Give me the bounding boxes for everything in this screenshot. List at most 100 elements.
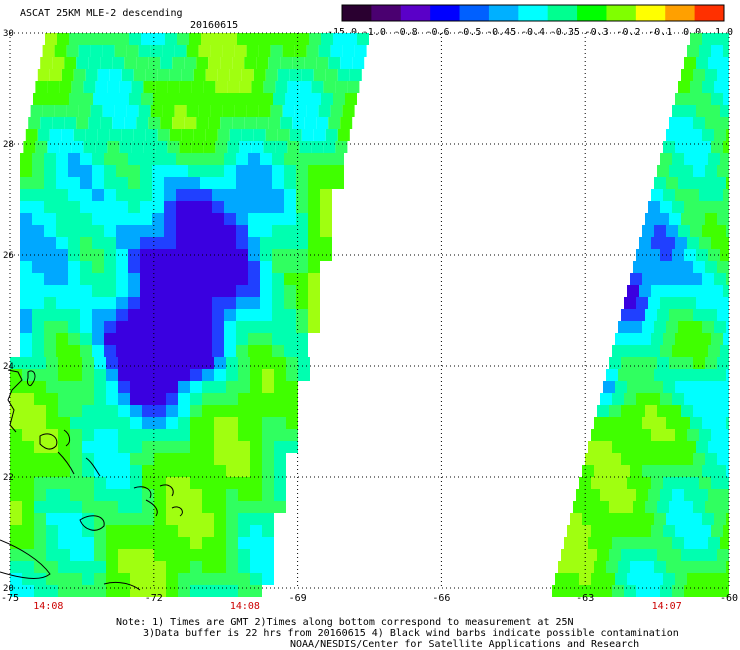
- swath-cell: [642, 417, 654, 429]
- colorbar-swatch: [577, 5, 607, 21]
- swath-cell: [142, 357, 154, 369]
- swath-cell: [164, 321, 176, 333]
- swath-cell: [20, 201, 32, 213]
- swath-cell: [220, 57, 233, 69]
- swath-cell: [621, 453, 633, 465]
- swath-cell: [609, 501, 621, 513]
- swath-cell: [70, 393, 82, 405]
- swath-cell: [104, 321, 116, 333]
- swath-cell: [630, 321, 642, 333]
- swath-cell: [262, 561, 274, 573]
- swath-cell: [104, 333, 116, 345]
- swath-cell: [238, 393, 250, 405]
- swath-cell: [239, 141, 252, 153]
- swath-cell: [657, 165, 669, 177]
- swath-cell: [666, 273, 678, 285]
- swath-cell: [214, 477, 226, 489]
- swath-cell: [639, 237, 651, 249]
- swath-cell: [46, 441, 58, 453]
- swath-cell: [705, 165, 717, 177]
- swath-cell: [107, 141, 120, 153]
- swath-cell: [142, 429, 154, 441]
- swath-cell: [654, 321, 666, 333]
- swath-cell: [93, 33, 105, 45]
- swath-cell: [196, 117, 209, 129]
- swath-cell: [708, 585, 720, 597]
- swath-cell: [354, 45, 367, 57]
- swath-cell: [128, 261, 140, 273]
- swath-cell: [10, 477, 22, 489]
- swath-cell: [88, 57, 101, 69]
- swath-cell: [248, 201, 260, 213]
- swath-cell: [702, 129, 714, 141]
- swath-cell: [337, 69, 350, 81]
- swath-cell: [224, 345, 236, 357]
- swath-cell: [705, 261, 717, 273]
- swath-cell: [274, 429, 286, 441]
- swath-cell: [22, 441, 34, 453]
- swath-cell: [142, 513, 154, 525]
- swath-cell: [214, 453, 226, 465]
- swath-cell: [68, 213, 80, 225]
- swath-cell: [582, 465, 594, 477]
- swath-cell: [130, 477, 142, 489]
- swath-cell: [224, 189, 236, 201]
- swath-cell: [236, 177, 248, 189]
- swath-cell: [116, 261, 128, 273]
- swath-cell: [669, 165, 681, 177]
- swath-cell: [687, 525, 699, 537]
- swath-cell: [284, 297, 296, 309]
- swath-cell: [651, 477, 663, 489]
- swath-cell: [164, 237, 176, 249]
- swath-cell: [660, 585, 672, 597]
- swath-cell: [118, 465, 130, 477]
- swath-cell: [299, 81, 312, 93]
- swath-cell: [82, 477, 94, 489]
- swath-cell: [46, 525, 58, 537]
- swath-cell: [690, 369, 702, 381]
- swath-cell: [286, 429, 298, 441]
- swath-cell: [657, 357, 669, 369]
- swath-cell: [34, 381, 46, 393]
- swath-cell: [188, 189, 200, 201]
- swath-cell: [225, 33, 237, 45]
- swath-cell: [154, 357, 166, 369]
- swath-cell: [128, 165, 140, 177]
- swath-cell: [22, 381, 34, 393]
- swath-cell: [651, 381, 663, 393]
- swath-cell: [274, 357, 286, 369]
- swath-cell: [660, 345, 672, 357]
- swath-cell: [675, 237, 687, 249]
- swath-cell: [615, 429, 627, 441]
- swath-cell: [118, 549, 130, 561]
- swath-cell: [166, 477, 178, 489]
- swath-cell: [236, 273, 248, 285]
- swath-cell: [102, 105, 115, 117]
- swath-cell: [306, 105, 319, 117]
- swath-cell: [678, 561, 690, 573]
- swath-cell: [82, 489, 94, 501]
- time-label: 14:08: [230, 601, 260, 612]
- swath-cell: [272, 153, 284, 165]
- swath-cell: [262, 441, 274, 453]
- swath-cell: [213, 33, 225, 45]
- swath-cell: [80, 165, 92, 177]
- swath-cell: [591, 525, 603, 537]
- swath-cell: [333, 33, 345, 45]
- swath-cell: [49, 129, 62, 141]
- swath-cell: [58, 501, 70, 513]
- swath-cell: [711, 573, 723, 585]
- swath-cell: [32, 345, 44, 357]
- swath-cell: [705, 69, 717, 81]
- swath-cell: [663, 429, 675, 441]
- swath-cell: [618, 369, 630, 381]
- swath-cell: [188, 309, 200, 321]
- swath-cell: [286, 357, 298, 369]
- swath-cell: [10, 525, 22, 537]
- swath-cell: [106, 405, 118, 417]
- swath-cell: [166, 537, 178, 549]
- swath-cell: [226, 369, 238, 381]
- swath-cell: [68, 201, 80, 213]
- swath-cell: [126, 105, 139, 117]
- swath-cell: [215, 141, 228, 153]
